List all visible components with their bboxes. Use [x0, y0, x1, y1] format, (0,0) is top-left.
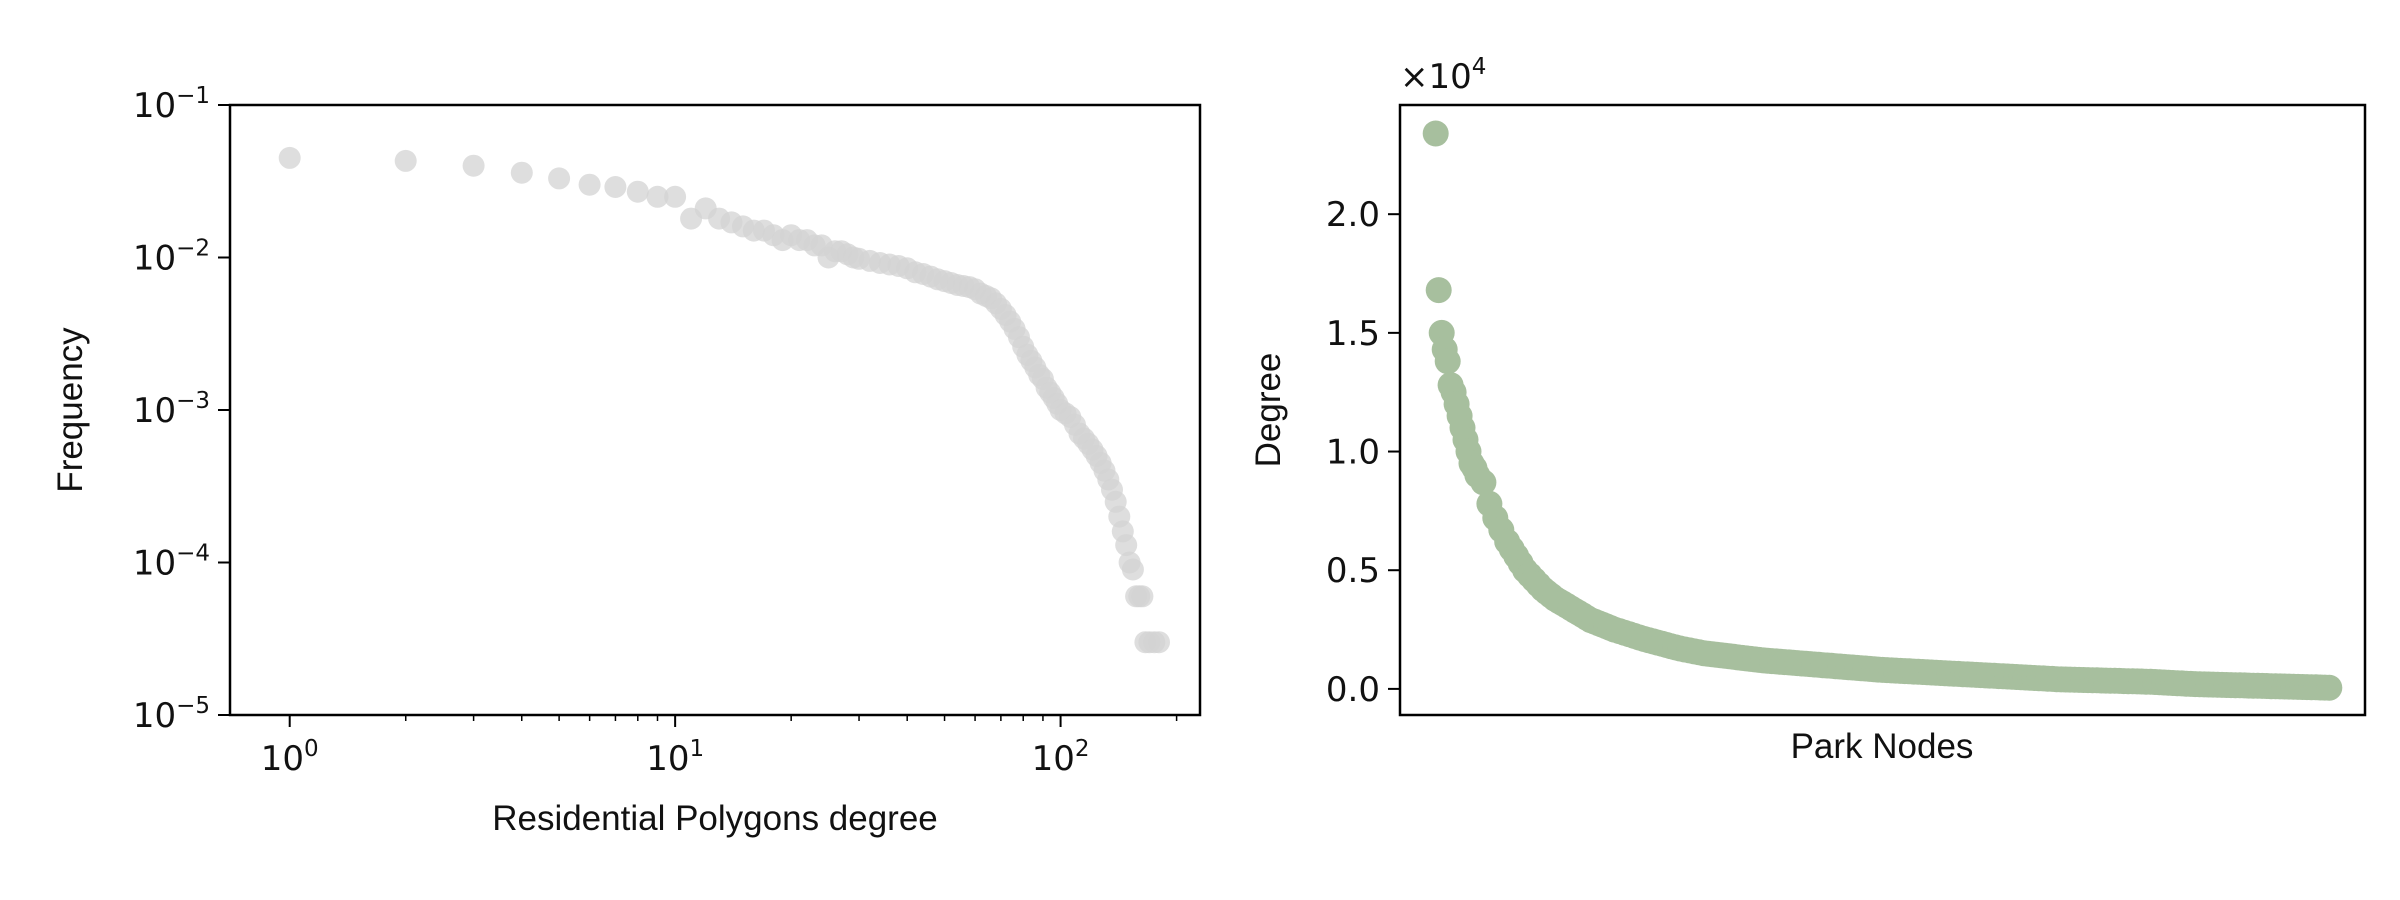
left-data-point: [626, 180, 649, 203]
left-y-ticks: 10−1 10−2 10−3 10−4 10−5: [133, 83, 230, 736]
right-y-tick-label: 0.5: [1326, 551, 1380, 591]
left-data-point: [646, 185, 669, 208]
left-y-tick-label: 10−3: [133, 388, 210, 431]
left-data-point: [604, 176, 627, 198]
right-y-tick-label: 0.0: [1326, 670, 1380, 710]
left-data-point: [278, 146, 301, 169]
left-y-tick-label: 10−5: [133, 693, 210, 736]
right-data-point: [1422, 120, 1449, 147]
left-y-tick-label: 10−2: [133, 236, 210, 279]
right-y-axis-label: Degree: [1249, 353, 1288, 468]
right-data-points: [1422, 120, 2343, 701]
degree-distribution-chart: 100 101 102 10−1 10−2 10−3 10−4 10−5 Residenti…: [51, 83, 1202, 838]
right-data-point: [1434, 348, 1461, 375]
left-y-tick-label: 10−4: [133, 541, 210, 584]
left-data-point: [1131, 585, 1154, 608]
left-data-point: [1148, 631, 1170, 654]
left-x-axis-label: Residential Polygons degree: [492, 799, 938, 838]
right-y-tick-label: 1.5: [1326, 314, 1380, 354]
right-data-point: [2316, 674, 2343, 701]
left-y-axis-label: Frequency: [51, 327, 90, 493]
left-x-tick-label: 102: [1032, 736, 1090, 779]
left-data-point: [664, 185, 687, 208]
left-y-tick-label: 10−1: [133, 83, 210, 126]
left-data-point: [1115, 534, 1138, 557]
left-x-ticks: 100 101 102: [261, 715, 1178, 779]
left-x-tick-label: 100: [261, 736, 319, 779]
left-data-points: [278, 146, 1170, 654]
right-scale-factor: ×104: [1400, 54, 1486, 97]
right-y-tick-label: 2.0: [1326, 195, 1380, 235]
right-y-ticks: 0.0 0.5 1.0 1.5 2.0: [1326, 195, 1400, 710]
right-data-point: [1425, 277, 1452, 304]
scale-factor-exp: 4: [1472, 54, 1487, 80]
park-degree-chart: 0.0 0.5 1.0 1.5 2.0 ×104 Park Nodes Degree: [1249, 54, 2367, 766]
right-x-axis-label: Park Nodes: [1791, 727, 1974, 766]
left-data-point: [510, 161, 533, 184]
right-data-point: [1470, 469, 1497, 496]
left-data-point: [578, 173, 601, 196]
scale-factor-base: ×10: [1400, 57, 1472, 97]
left-data-point: [462, 154, 485, 177]
left-data-point: [548, 167, 571, 190]
left-data-point: [394, 149, 417, 172]
left-x-tick-label: 101: [646, 736, 704, 779]
right-plot-frame: [1398, 103, 2367, 717]
right-y-tick-label: 1.0: [1326, 433, 1380, 473]
left-data-point: [1121, 558, 1144, 581]
